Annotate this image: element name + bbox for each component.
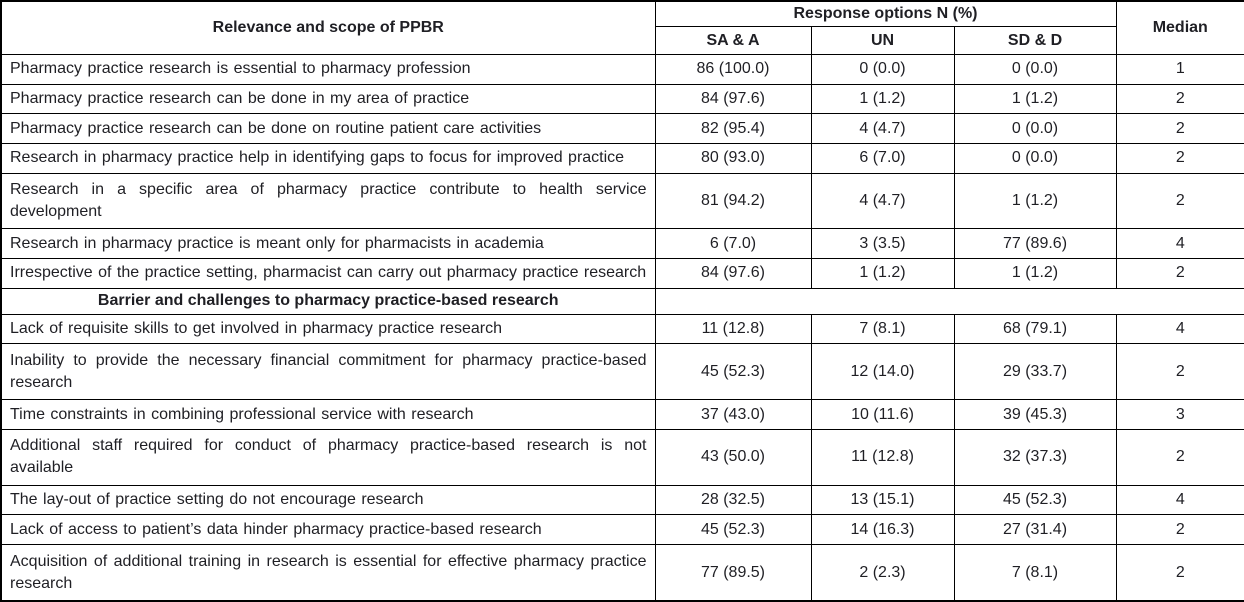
sa-a-cell: 84 (97.6): [654, 258, 812, 289]
sd-d-cell: 1 (1.2): [953, 258, 1117, 289]
column-header-sa-a: SA & A: [654, 26, 812, 55]
statement-cell: Pharmacy practice research can be done o…: [0, 113, 656, 145]
sd-d-cell: 68 (79.1): [953, 313, 1117, 345]
median-cell: 2: [1115, 83, 1244, 115]
sa-a-cell: 37 (43.0): [654, 399, 812, 430]
un-cell: 6 (7.0): [810, 143, 955, 174]
sd-d-cell: 45 (52.3): [953, 484, 1117, 516]
sa-a-cell: 82 (95.4): [654, 113, 812, 145]
un-cell: 12 (14.0): [810, 343, 955, 401]
sd-d-cell: 1 (1.2): [953, 172, 1117, 230]
section-empty-cell: [654, 287, 1244, 315]
sd-d-cell: 0 (0.0): [953, 113, 1117, 145]
median-cell: 2: [1115, 514, 1244, 546]
statement-cell: Time constraints in combining profession…: [0, 399, 656, 430]
median-cell: 2: [1115, 544, 1244, 602]
column-header-sd-d: SD & D: [953, 26, 1117, 55]
sa-a-cell: 43 (50.0): [654, 428, 812, 486]
table-row: Acquisition of additional training in re…: [0, 544, 1244, 602]
sa-a-cell: 6 (7.0): [654, 228, 812, 260]
un-cell: 3 (3.5): [810, 228, 955, 260]
median-cell: 2: [1115, 258, 1244, 289]
table-row: Lack of requisite skills to get involved…: [0, 313, 1244, 345]
column-header-un: UN: [810, 26, 955, 55]
statement-cell: Inability to provide the necessary finan…: [0, 343, 656, 401]
un-cell: 13 (15.1): [810, 484, 955, 516]
table-row: Research in pharmacy practice is meant o…: [0, 228, 1244, 260]
table-row: Pharmacy practice research can be done o…: [0, 113, 1244, 145]
median-cell: 3: [1115, 399, 1244, 430]
un-cell: 2 (2.3): [810, 544, 955, 602]
un-cell: 11 (12.8): [810, 428, 955, 486]
un-cell: 0 (0.0): [810, 54, 955, 85]
sa-a-cell: 84 (97.6): [654, 83, 812, 115]
sa-a-cell: 77 (89.5): [654, 544, 812, 602]
statement-cell: Pharmacy practice research is essential …: [0, 54, 656, 85]
statement-cell: Acquisition of additional training in re…: [0, 544, 656, 602]
sa-a-cell: 80 (93.0): [654, 143, 812, 174]
sa-a-cell: 86 (100.0): [654, 54, 812, 85]
median-cell: 2: [1115, 143, 1244, 174]
sd-d-cell: 32 (37.3): [953, 428, 1117, 486]
statement-cell: Lack of access to patient’s data hinder …: [0, 514, 656, 546]
header-row-group: Relevance and scope of PPBR Response opt…: [0, 0, 1244, 55]
statement-cell: Research in a specific area of pharmacy …: [0, 172, 656, 230]
median-cell: 2: [1115, 428, 1244, 486]
sd-d-cell: 77 (89.6): [953, 228, 1117, 260]
sd-d-cell: 1 (1.2): [953, 83, 1117, 115]
median-cell: 4: [1115, 313, 1244, 345]
un-cell: 14 (16.3): [810, 514, 955, 546]
table-row: The lay-out of practice setting do not e…: [0, 484, 1244, 516]
median-cell: 4: [1115, 228, 1244, 260]
table-row: Lack of access to patient’s data hinder …: [0, 514, 1244, 546]
median-cell: 4: [1115, 484, 1244, 516]
sd-d-cell: 0 (0.0): [953, 143, 1117, 174]
table-row: Research in pharmacy practice help in id…: [0, 143, 1244, 174]
table-row: Additional staff required for conduct of…: [0, 428, 1244, 486]
sd-d-cell: 29 (33.7): [953, 343, 1117, 401]
section-header-row: Barrier and challenges to pharmacy pract…: [0, 287, 1244, 315]
sd-d-cell: 27 (31.4): [953, 514, 1117, 546]
un-cell: 7 (8.1): [810, 313, 955, 345]
section-title-barriers: Barrier and challenges to pharmacy pract…: [0, 287, 656, 315]
un-cell: 10 (11.6): [810, 399, 955, 430]
table-row: Research in a specific area of pharmacy …: [0, 172, 1244, 230]
table-row: Irrespective of the practice setting, ph…: [0, 258, 1244, 289]
sa-a-cell: 81 (94.2): [654, 172, 812, 230]
table-row: Time constraints in combining profession…: [0, 399, 1244, 430]
sd-d-cell: 0 (0.0): [953, 54, 1117, 85]
median-cell: 1: [1115, 54, 1244, 85]
statement-cell: The lay-out of practice setting do not e…: [0, 484, 656, 516]
sa-a-cell: 45 (52.3): [654, 343, 812, 401]
column-header-median: Median: [1115, 0, 1244, 55]
un-cell: 4 (4.7): [810, 172, 955, 230]
median-cell: 2: [1115, 172, 1244, 230]
column-header-relevance: Relevance and scope of PPBR: [0, 0, 656, 55]
statement-cell: Additional staff required for conduct of…: [0, 428, 656, 486]
un-cell: 4 (4.7): [810, 113, 955, 145]
median-cell: 2: [1115, 113, 1244, 145]
statement-cell: Pharmacy practice research can be done i…: [0, 83, 656, 115]
statement-cell: Research in pharmacy practice is meant o…: [0, 228, 656, 260]
statement-cell: Research in pharmacy practice help in id…: [0, 143, 656, 174]
table-row: Inability to provide the necessary finan…: [0, 343, 1244, 401]
un-cell: 1 (1.2): [810, 258, 955, 289]
sa-a-cell: 28 (32.5): [654, 484, 812, 516]
table-row: Pharmacy practice research is essential …: [0, 54, 1244, 85]
un-cell: 1 (1.2): [810, 83, 955, 115]
sa-a-cell: 45 (52.3): [654, 514, 812, 546]
table-row: Pharmacy practice research can be done i…: [0, 83, 1244, 115]
column-header-response-options: Response options N (%): [654, 0, 1117, 27]
header-row-sub: SA & A UN SD & D: [1, 26, 1244, 55]
statement-cell: Irrespective of the practice setting, ph…: [0, 258, 656, 289]
median-cell: 2: [1115, 343, 1244, 401]
sd-d-cell: 7 (8.1): [953, 544, 1117, 602]
sa-a-cell: 11 (12.8): [654, 313, 812, 345]
statement-cell: Lack of requisite skills to get involved…: [0, 313, 656, 345]
sd-d-cell: 39 (45.3): [953, 399, 1117, 430]
